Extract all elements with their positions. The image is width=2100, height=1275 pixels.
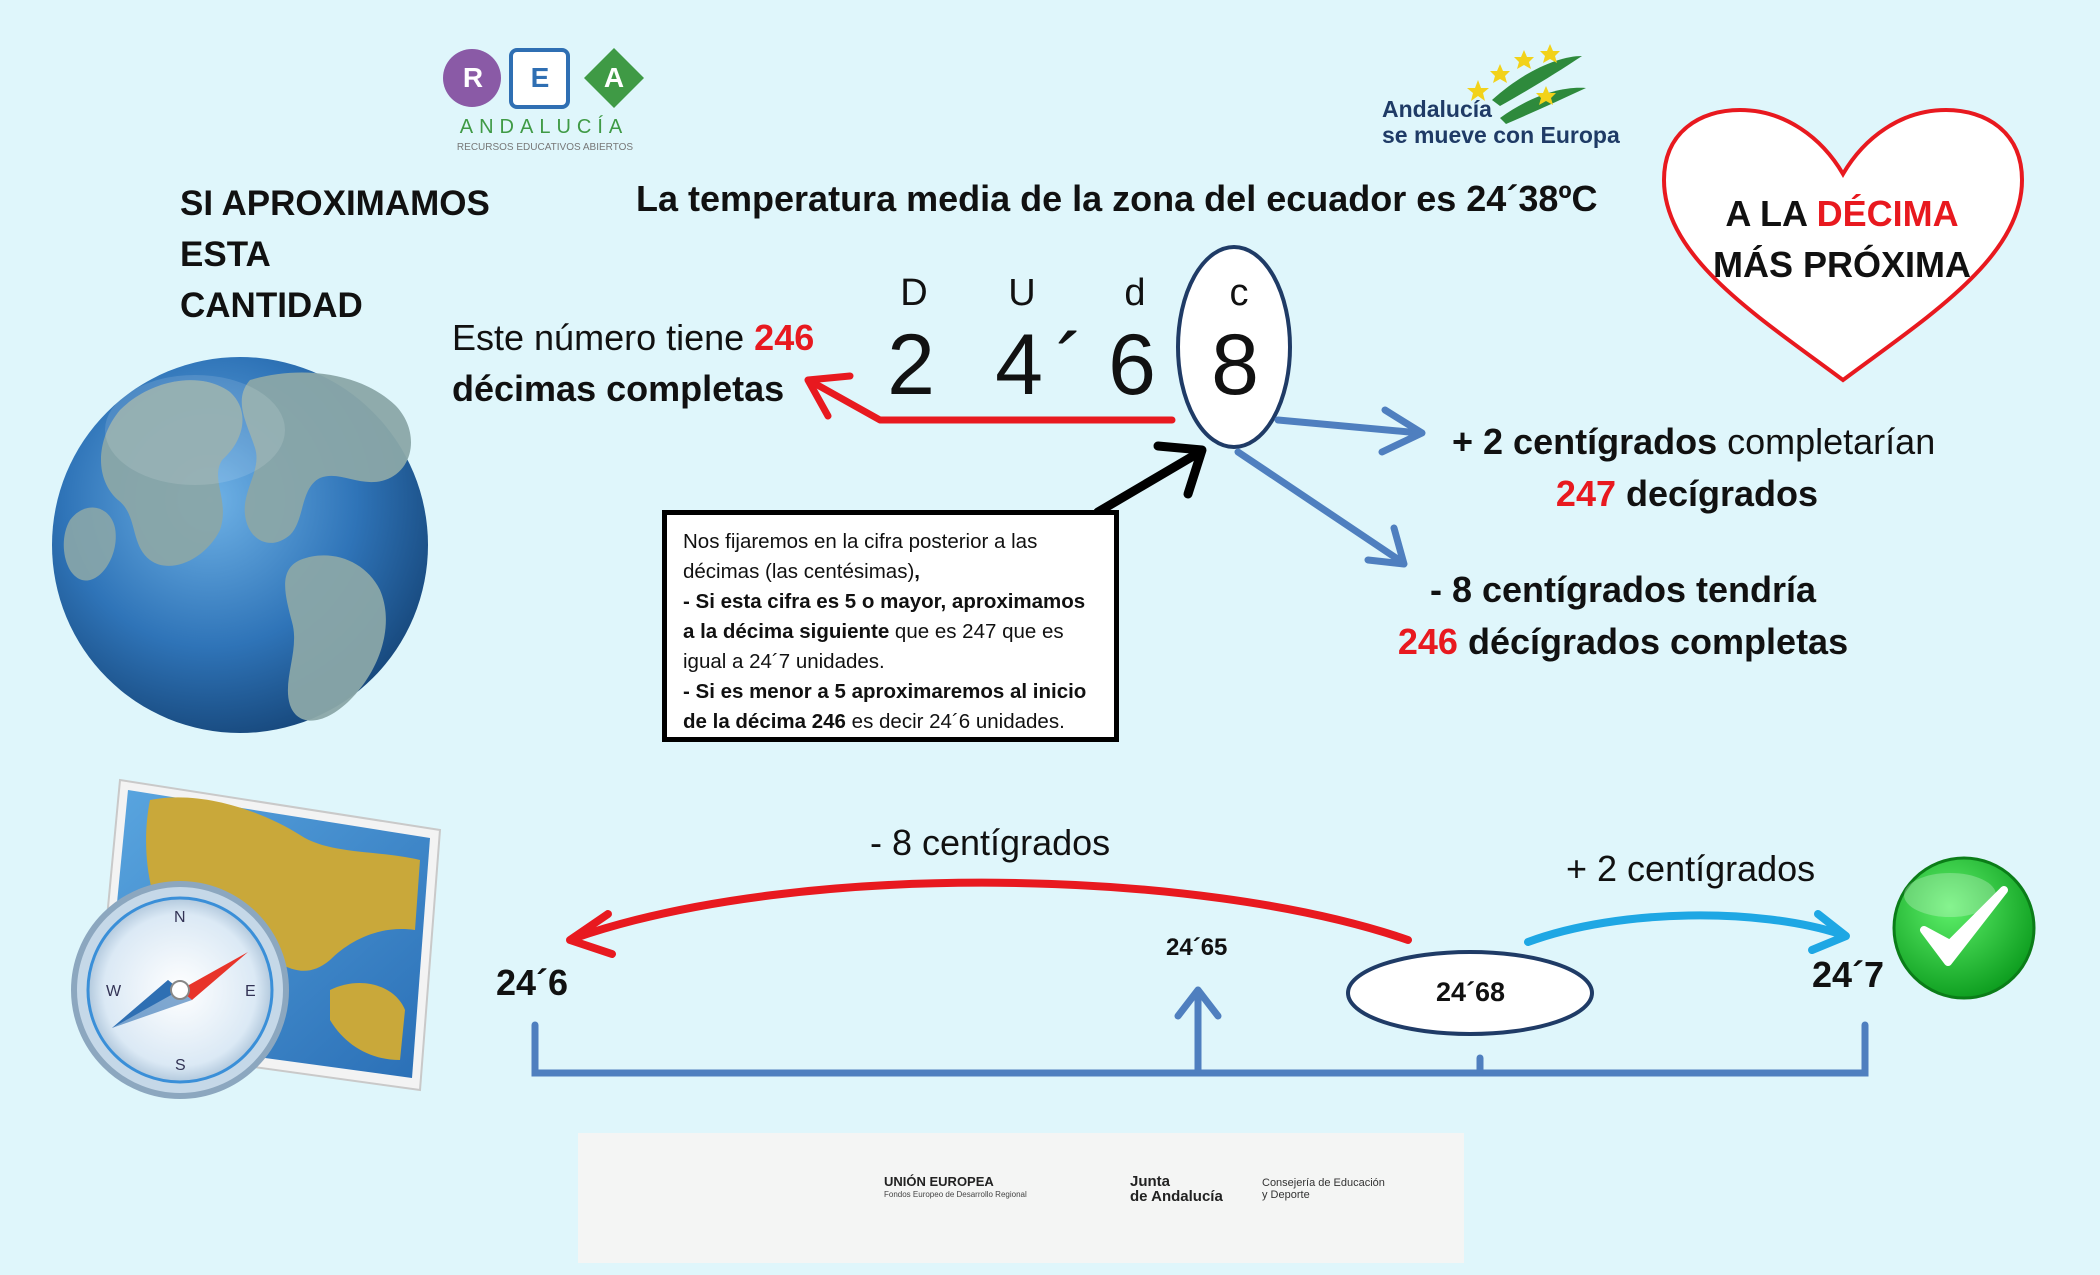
place-label-tens: D — [900, 272, 928, 314]
map-compass-illustration: N S W E — [71, 778, 442, 1099]
plus-branch-rest: completarían — [1717, 421, 1936, 462]
footer-consejeria-line2: y Deporte — [1262, 1189, 1310, 1201]
plus-branch-unit: decígrados — [1616, 473, 1819, 514]
andalucia-logo-line2: se mueve con Europa — [1382, 122, 1620, 148]
highlight-ellipse — [1176, 245, 1292, 449]
footer-eu-title: UNIÓN EUROPEA — [884, 1174, 994, 1189]
andalucia-logo-line1: Andalucía — [1382, 96, 1492, 122]
rule-explanation-box: Nos fijaremos en la cifra posterior a la… — [662, 510, 1119, 742]
number-line-right-label: 24´7 — [1812, 954, 1885, 995]
red-curved-arrow-minus — [566, 878, 1412, 958]
page-title: La temperatura media de la zona del ecua… — [636, 178, 1598, 219]
left-heading-line: CANTIDAD — [180, 286, 363, 325]
rule-p1-end: , — [914, 560, 920, 583]
plus-branch-value: 247 — [1555, 473, 1616, 514]
rea-logo-subtitle: RECURSOS EDUCATIVOS ABIERTOS — [456, 142, 634, 153]
complete-tenths-prefix: Este número tiene — [452, 317, 755, 358]
digit-tens: 2 — [887, 317, 935, 413]
globe-illustration — [52, 357, 428, 733]
left-heading: SI APROXIMAMOS ESTA CANTIDAD — [180, 178, 490, 331]
svg-text:N: N — [174, 909, 186, 926]
minus-arrow-label: - 8 centígrados — [870, 822, 1111, 863]
blue-arrow-minus — [1234, 448, 1408, 568]
minus-branch-unit: décígrados completas — [1457, 621, 1849, 662]
rule-p2-rest: que es 247 que es igual a 24´7 unidades. — [683, 620, 1064, 673]
number-line — [531, 1021, 1869, 1077]
minus-branch-line1: - 8 centígrados tendría — [1429, 569, 1817, 610]
heart-label: A LA DÉCIMA MÁS PRÓXIMA — [1672, 188, 2012, 290]
footer-consejeria: Consejería de Educación y Deporte — [1262, 1177, 1385, 1201]
rea-letter-r: R — [462, 62, 484, 93]
rea-circle-icon — [443, 49, 501, 107]
footer-consejeria-line1: Consejería de Educación — [1262, 1177, 1385, 1189]
minus-branch-text: - 8 centígrados tendría 246 décígrados c… — [1393, 564, 1853, 668]
black-arrow-to-digit — [1093, 441, 1207, 517]
number-line-left-label: 24´6 — [496, 962, 569, 1003]
rule-p3-rest: es decir 24´6 unidades. — [845, 710, 1065, 733]
rea-letter-a: A — [603, 62, 625, 93]
place-label-hundredths: c — [1229, 272, 1249, 314]
complete-tenths-text: Este número tiene 246 décimas completas — [452, 312, 814, 414]
rule-p3-bold: - Si es menor a 5 aproximaremos al inici… — [683, 680, 1087, 733]
blue-arrow-plus — [1274, 406, 1426, 456]
left-heading-line: SI APROXIMAMOS — [180, 184, 490, 223]
plus-branch-bold: + 2 centígrados — [1452, 421, 1718, 462]
rea-diamond-icon — [584, 48, 644, 108]
decimal-mark: ´ — [1055, 317, 1085, 413]
digit-tenths: 6 — [1108, 317, 1156, 413]
point-ellipse — [1346, 950, 1594, 1036]
plus-branch-text: + 2 centígrados completarían 247 decígra… — [1452, 416, 1935, 520]
footer-junta-line1: Junta — [1130, 1173, 1171, 1190]
heart-shape — [1661, 107, 2025, 383]
rule-p2-bold: - Si esta cifra es 5 o mayor, aproximamo… — [683, 590, 1086, 643]
place-label-tenths: d — [1124, 272, 1146, 314]
footer-junta-line2: de Andalucía — [1130, 1188, 1223, 1205]
cyan-curved-arrow-plus — [1524, 910, 1850, 954]
digit-hundredths: 8 — [1211, 317, 1259, 413]
rea-square-icon — [509, 48, 570, 109]
footer-junta-name: Junta de Andalucía — [1130, 1174, 1223, 1204]
check-icon — [1892, 856, 2036, 1000]
minus-branch-value: 246 — [1397, 621, 1458, 662]
footer-banner — [578, 1133, 1464, 1263]
heart-line2: MÁS PRÓXIMA — [1712, 244, 1971, 285]
place-label-units: U — [1008, 272, 1036, 314]
digit-units: 4 — [995, 317, 1043, 413]
plus-arrow-label: + 2 centígrados — [1566, 848, 1816, 889]
rule-p1: Nos fijaremos en la cifra posterior a la… — [683, 530, 1038, 583]
andalucia-europa-logo-art — [1467, 44, 1586, 124]
rea-logo-shapes — [443, 48, 644, 109]
mid-up-arrow — [1174, 986, 1222, 1074]
heart-prefix: A LA — [1725, 193, 1817, 234]
footer-eu-subtitle: Fondos Europeo de Desarrollo Regional — [884, 1190, 1027, 1199]
svg-text:E: E — [245, 983, 256, 1000]
heart-highlight: DÉCIMA — [1816, 193, 1959, 234]
complete-tenths-line2: décimas completas — [452, 368, 785, 409]
rea-letter-e: E — [530, 62, 550, 93]
red-arrow-to-tenths — [804, 372, 1176, 424]
number-line-mid-label: 24´65 — [1166, 934, 1228, 961]
rea-logo-name: ANDALUCÍA — [459, 116, 629, 138]
svg-text:S: S — [175, 1057, 186, 1074]
complete-tenths-value: 246 — [754, 317, 815, 358]
left-heading-line: ESTA — [180, 235, 271, 274]
svg-text:W: W — [106, 983, 122, 1000]
number-line-point-label: 24´68 — [1436, 977, 1506, 1007]
